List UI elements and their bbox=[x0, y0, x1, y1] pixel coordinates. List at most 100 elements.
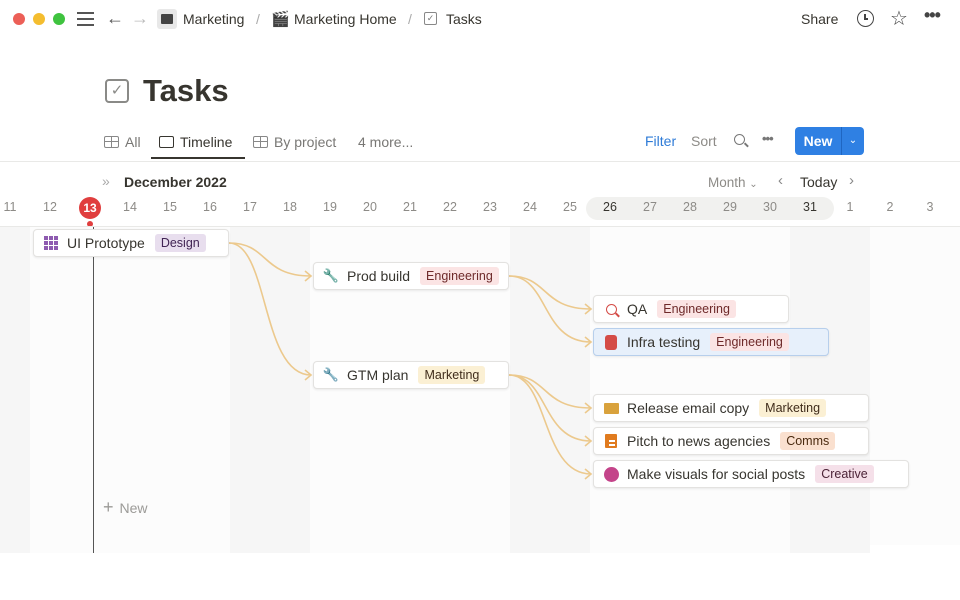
next-icon[interactable]: › bbox=[849, 172, 854, 189]
table-icon bbox=[253, 136, 268, 148]
filter-button[interactable]: Filter bbox=[645, 133, 677, 149]
timeline-body bbox=[870, 227, 960, 545]
day-label: 14 bbox=[123, 200, 137, 214]
checkbox-icon: ✓ bbox=[105, 79, 129, 103]
day-label: 25 bbox=[563, 200, 577, 214]
timeline-icon bbox=[159, 136, 174, 148]
breadcrumb-marketing-home[interactable]: Marketing Home bbox=[294, 11, 397, 27]
today-dot bbox=[87, 221, 93, 227]
forward-icon[interactable]: → bbox=[131, 8, 149, 28]
back-icon[interactable]: ← bbox=[106, 8, 124, 28]
grid-icon bbox=[43, 235, 59, 251]
day-label: 19 bbox=[323, 200, 337, 214]
more-icon[interactable]: ••• bbox=[924, 5, 941, 25]
task-card[interactable]: Make visuals for social posts Creative bbox=[593, 460, 909, 488]
breadcrumb-separator: / bbox=[256, 11, 260, 27]
envelope-icon bbox=[603, 400, 619, 416]
day-label: 23 bbox=[483, 200, 497, 214]
tab-all[interactable]: All bbox=[104, 133, 141, 151]
new-button-group: New ⌄ bbox=[795, 127, 864, 155]
divider bbox=[0, 161, 960, 162]
scale-value: Month bbox=[708, 175, 746, 190]
add-new-button[interactable]: + New bbox=[103, 497, 148, 518]
day-label: 28 bbox=[683, 200, 697, 214]
star-icon[interactable]: ☆ bbox=[890, 8, 908, 30]
dependency-arrow bbox=[228, 242, 313, 282]
more-options-icon[interactable]: ••• bbox=[762, 131, 774, 146]
sort-button[interactable]: Sort bbox=[691, 133, 717, 149]
weekend-column bbox=[790, 227, 870, 553]
today-button[interactable]: Today bbox=[800, 174, 838, 190]
task-name: Infra testing bbox=[627, 334, 701, 350]
day-label: 3 bbox=[926, 200, 934, 214]
dependency-arrow bbox=[508, 374, 593, 447]
task-card[interactable]: Pitch to news agencies Comms bbox=[593, 427, 869, 455]
task-name: Prod build bbox=[347, 268, 411, 284]
clapper-icon: 🎬 bbox=[271, 11, 290, 28]
task-name: Release email copy bbox=[627, 400, 750, 416]
task-card[interactable]: UI Prototype Design bbox=[33, 229, 229, 257]
task-card[interactable]: 🔧 Prod build Engineering bbox=[313, 262, 509, 290]
clapper-icon bbox=[157, 9, 177, 29]
close-window-button[interactable] bbox=[13, 13, 25, 25]
today-line bbox=[93, 227, 94, 553]
day-label: 1 bbox=[846, 200, 854, 214]
chevron-down-icon: ⌄ bbox=[749, 179, 758, 190]
task-name: UI Prototype bbox=[67, 235, 145, 251]
scale-select[interactable]: Month ⌄ bbox=[708, 175, 758, 190]
task-card[interactable]: Infra testing Engineering bbox=[593, 328, 829, 356]
day-label: 16 bbox=[203, 200, 217, 214]
task-tag: Engineering bbox=[710, 333, 789, 351]
breadcrumb-marketing[interactable]: Marketing bbox=[183, 11, 245, 27]
divider bbox=[0, 226, 960, 227]
prev-icon[interactable]: ‹ bbox=[778, 172, 783, 189]
dependency-arrow bbox=[508, 374, 593, 414]
day-label: 30 bbox=[763, 200, 777, 214]
day-label: 29 bbox=[723, 200, 737, 214]
tab-label: Timeline bbox=[180, 134, 233, 150]
task-name: Make visuals for social posts bbox=[627, 466, 806, 482]
task-card[interactable]: QA Engineering bbox=[593, 295, 789, 323]
tab-more[interactable]: 4 more... bbox=[358, 134, 414, 150]
day-label: 22 bbox=[443, 200, 457, 214]
tab-by-project[interactable]: By project bbox=[253, 133, 336, 151]
wrench-icon: 🔧 bbox=[322, 268, 340, 283]
palette-icon bbox=[603, 466, 619, 482]
task-tag: Marketing bbox=[418, 366, 486, 384]
week-highlight bbox=[586, 197, 834, 220]
new-button[interactable]: New bbox=[803, 133, 833, 149]
breadcrumb-tasks[interactable]: Tasks bbox=[446, 11, 482, 27]
dependency-arrow bbox=[508, 374, 593, 480]
day-label: 31 bbox=[803, 200, 817, 214]
weekend-column bbox=[230, 227, 310, 553]
dependency-arrow bbox=[508, 275, 593, 315]
task-tag: Comms bbox=[780, 432, 836, 450]
tab-timeline[interactable]: Timeline bbox=[159, 133, 232, 151]
collapse-double-chevron-icon[interactable]: » bbox=[102, 173, 110, 189]
minimize-window-button[interactable] bbox=[33, 13, 45, 25]
day-label: 21 bbox=[403, 200, 417, 214]
dependency-arrow bbox=[228, 242, 313, 381]
new-dropdown-chevron-icon[interactable]: ⌄ bbox=[841, 127, 864, 155]
menu-icon[interactable] bbox=[77, 12, 94, 26]
today-marker: 13 bbox=[79, 197, 101, 219]
clock-icon[interactable] bbox=[857, 10, 874, 27]
task-tag: Creative bbox=[815, 465, 874, 483]
search-icon[interactable] bbox=[734, 134, 749, 148]
page-title: Tasks bbox=[143, 73, 229, 108]
zoom-window-button[interactable] bbox=[53, 13, 65, 25]
day-label: 20 bbox=[363, 200, 377, 214]
task-card[interactable]: Release email copy Marketing bbox=[593, 394, 869, 422]
breadcrumb-separator: / bbox=[408, 11, 412, 27]
share-button[interactable]: Share bbox=[801, 11, 839, 27]
day-label: 17 bbox=[243, 200, 257, 214]
task-name: Pitch to news agencies bbox=[627, 433, 771, 449]
table-icon bbox=[104, 136, 119, 148]
active-tab-underline bbox=[151, 157, 245, 159]
day-label: 27 bbox=[643, 200, 657, 214]
task-card[interactable]: 🔧 GTM plan Marketing bbox=[313, 361, 509, 389]
day-label: 15 bbox=[163, 200, 177, 214]
task-tag: Engineering bbox=[420, 267, 499, 285]
day-label: 24 bbox=[523, 200, 537, 214]
